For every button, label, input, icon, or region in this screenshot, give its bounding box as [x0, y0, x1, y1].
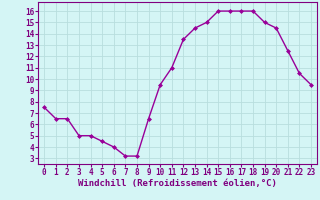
X-axis label: Windchill (Refroidissement éolien,°C): Windchill (Refroidissement éolien,°C)	[78, 179, 277, 188]
